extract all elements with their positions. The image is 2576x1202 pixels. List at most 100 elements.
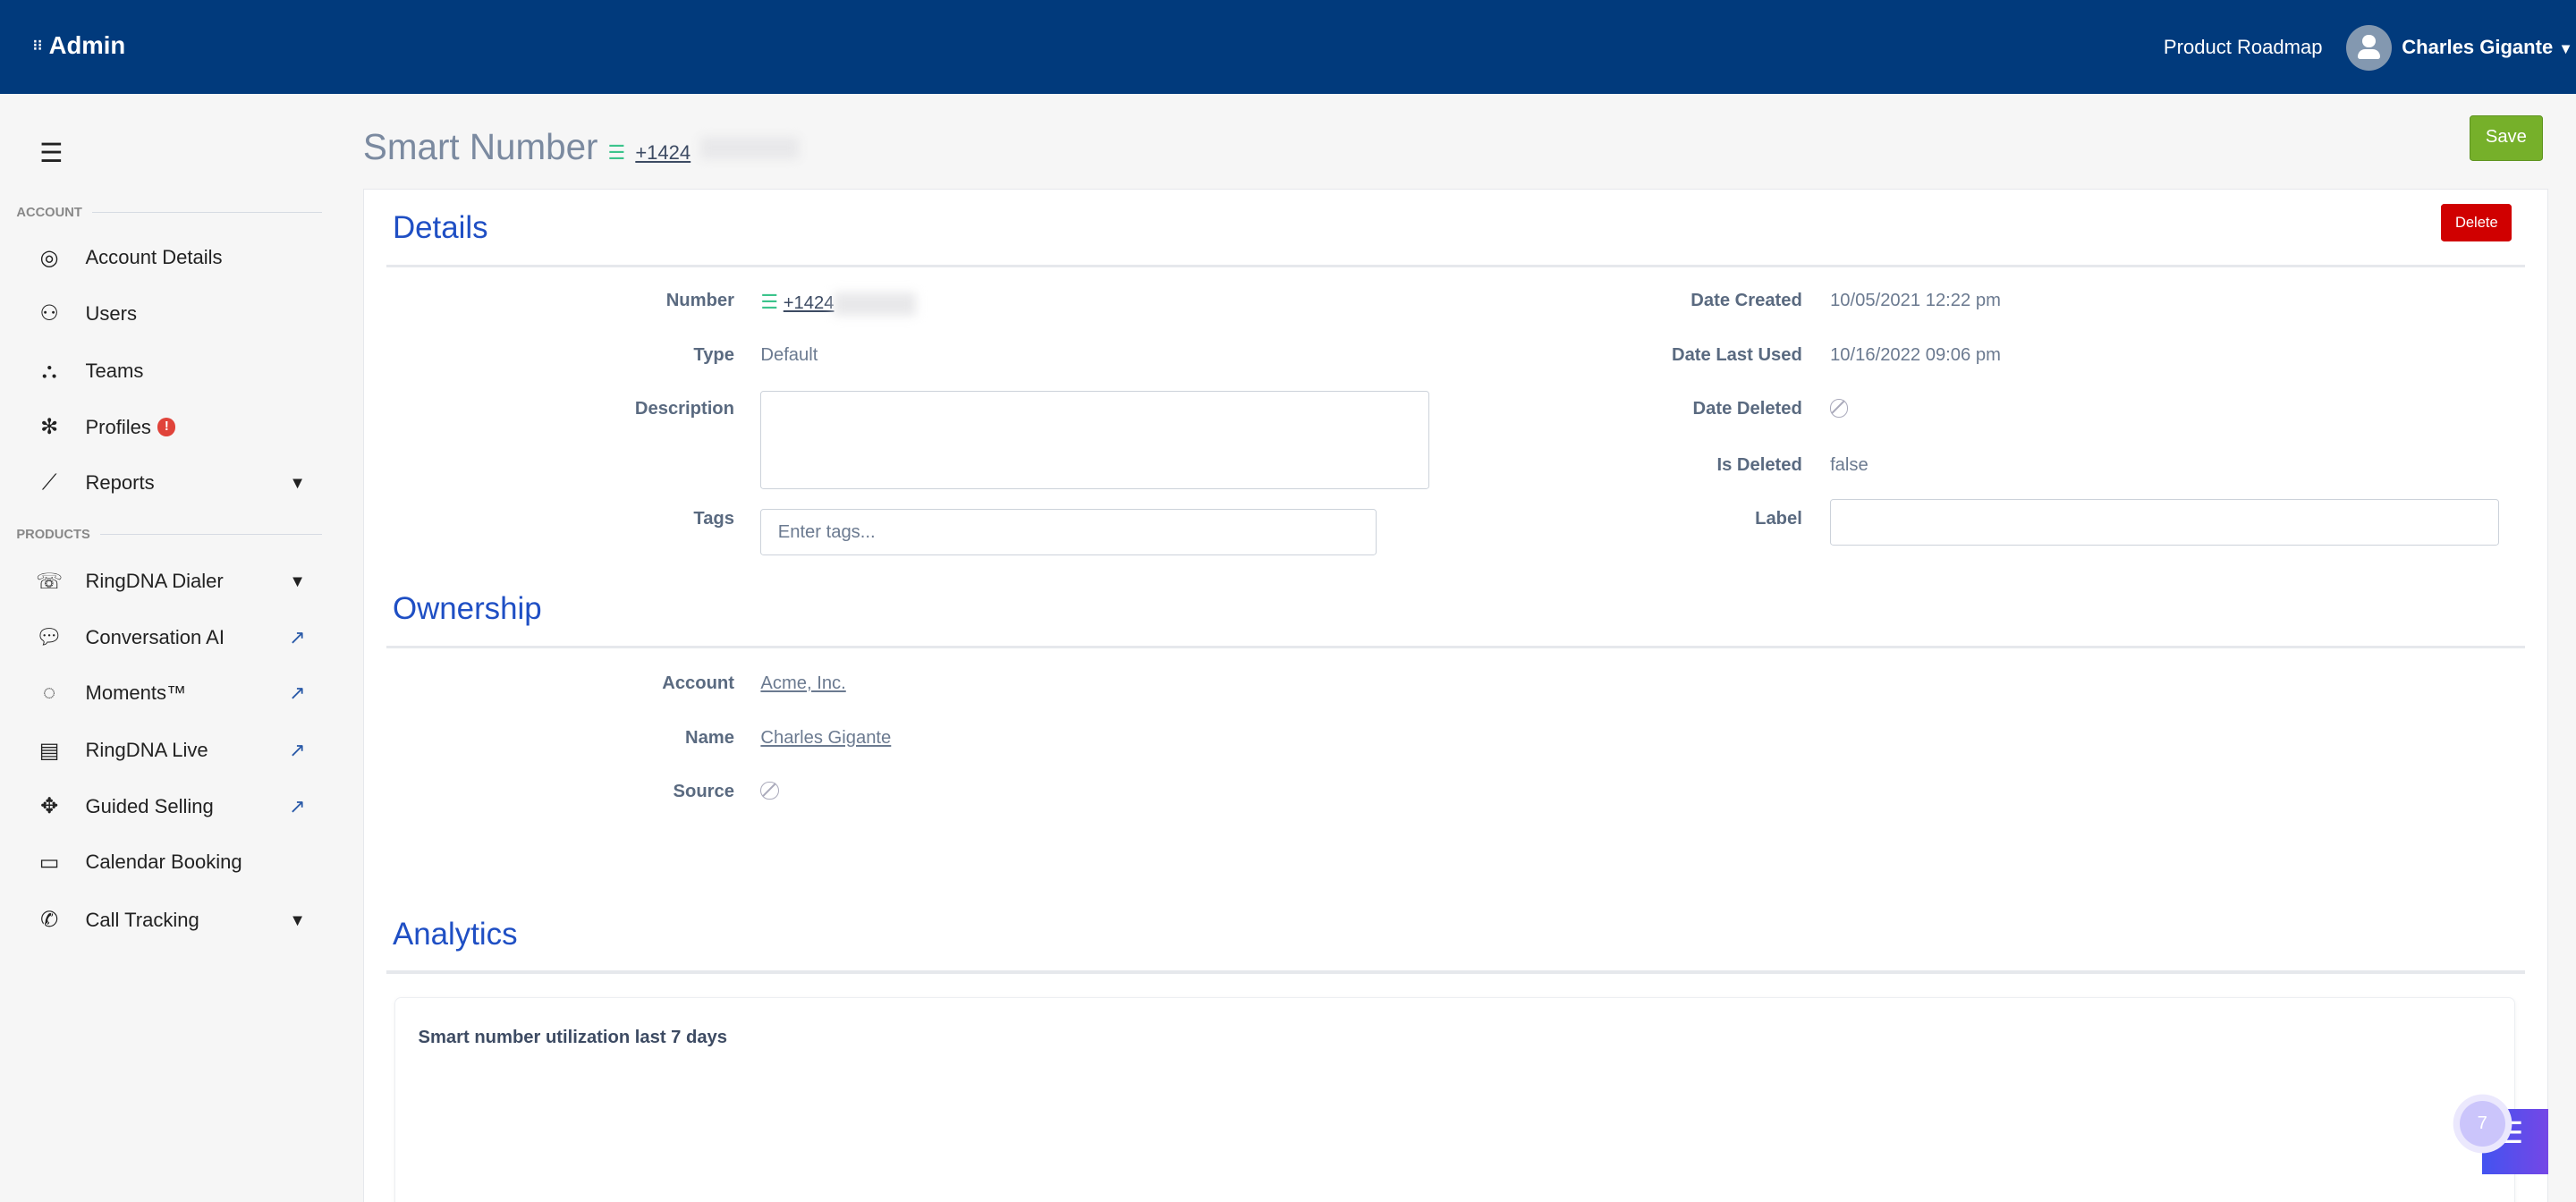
- save-button[interactable]: Save: [2469, 114, 2544, 161]
- sidebar-item-profiles[interactable]: ✻ Profiles!: [33, 407, 312, 446]
- ownership-heading: Ownership: [392, 591, 542, 627]
- alert-badge: !: [157, 418, 176, 436]
- account-label: Account: [662, 673, 734, 694]
- phone-icon: ☏: [36, 569, 63, 594]
- chart-icon: ⟋: [41, 470, 57, 495]
- date-deleted-value: [1830, 399, 1849, 422]
- sidebar-item-label: Calendar Booking: [85, 851, 242, 874]
- user-menu[interactable]: Charles Gigante ▼: [2402, 36, 2572, 59]
- sidebar-item-label: Users: [85, 301, 137, 325]
- hamburger-menu-icon[interactable]: ☰: [39, 139, 64, 169]
- divider: [386, 264, 2525, 268]
- type-label: Type: [693, 344, 734, 365]
- section-label: PRODUCTS: [16, 527, 90, 542]
- sidebar-item-ringdna-dialer[interactable]: ☏ RingDNA Dialer ▼: [33, 562, 312, 601]
- caret-down-icon: ▼: [289, 910, 306, 929]
- divider: [99, 533, 322, 536]
- redacted-digits: [834, 292, 917, 316]
- product-roadmap-link[interactable]: Product Roadmap: [2163, 36, 2323, 59]
- logo-icon: ⁝⁝: [32, 36, 43, 54]
- number-label: Number: [665, 291, 734, 311]
- owner-name-link[interactable]: Charles Gigante: [760, 727, 892, 748]
- sidebar-item-call-tracking[interactable]: ✆ Call Tracking ▼: [33, 901, 312, 940]
- sidebar-item-guided-selling[interactable]: ✥ Guided Selling ↗: [33, 787, 312, 826]
- speech-bubble-icon: 💬︎: [35, 625, 64, 650]
- divider: [386, 645, 2525, 649]
- sidebar: ☰ ACCOUNT ◎ Account Details ⚇ Users ⛬ Teams…: [0, 93, 362, 1202]
- user-name: Charles Gigante: [2402, 36, 2554, 59]
- external-link-icon[interactable]: ↗: [289, 794, 306, 817]
- date-created-value: 10/05/2021 12:22 pm: [1830, 291, 2001, 311]
- sidebar-item-label: Call Tracking: [85, 908, 199, 931]
- number-value: ☰ +1424: [760, 291, 917, 316]
- user-circle-icon: ◎: [39, 245, 59, 270]
- details-heading: Details: [392, 210, 488, 246]
- avatar[interactable]: [2345, 24, 2393, 71]
- date-last-used-label: Date Last Used: [1671, 344, 1802, 365]
- sidebar-item-conversation-ai[interactable]: 💬︎ Conversation AI ↗: [33, 618, 312, 657]
- main-card: [362, 189, 2548, 1202]
- page-title-text: Smart Number: [362, 126, 598, 168]
- sidebar-item-account-details[interactable]: ◎ Account Details: [33, 238, 312, 277]
- page-title: Smart Number ☰ +1424: [363, 126, 800, 168]
- source-label: Source: [673, 782, 734, 802]
- sidebar-item-label: Teams: [85, 360, 144, 383]
- analytics-heading: Analytics: [392, 916, 518, 952]
- label-label: Label: [1755, 509, 1802, 529]
- admin-logo[interactable]: ⁝⁝ Admin: [33, 31, 126, 60]
- live-icon: ▤: [38, 738, 60, 763]
- title-number-link[interactable]: +1424: [635, 141, 691, 165]
- not-available-icon: [760, 782, 779, 800]
- sidebar-item-label: Reports: [85, 470, 155, 494]
- utilization-chart-panel: Smart number utilization last 7 days: [394, 996, 2515, 1202]
- label-input[interactable]: [1830, 499, 2499, 546]
- not-available-icon: [1830, 399, 1849, 418]
- type-value: Default: [760, 344, 818, 365]
- sidebar-item-label: Moments™: [85, 681, 187, 705]
- external-link-icon[interactable]: ↗: [289, 681, 306, 705]
- sidebar-item-label: Guided Selling: [85, 794, 214, 817]
- sidebar-item-label: RingDNA Dialer: [85, 570, 224, 593]
- smart-number-icon: ☰: [760, 291, 779, 314]
- chart-title: Smart number utilization last 7 days: [418, 1027, 728, 1047]
- caret-down-icon: ▼: [289, 472, 306, 492]
- top-header: ⁝⁝ Admin Product Roadmap Charles Gigante …: [0, 0, 2576, 94]
- arrows-icon: ✥: [40, 794, 59, 819]
- date-created-label: Date Created: [1690, 291, 1802, 311]
- sidebar-item-moments[interactable]: ◌ Moments™ ↗: [33, 673, 312, 713]
- calendar-icon: ▭: [38, 850, 60, 875]
- sidebar-item-label: Profiles: [85, 415, 151, 438]
- name-label: Name: [685, 727, 734, 748]
- delete-button[interactable]: Delete: [2441, 203, 2512, 241]
- divider: [91, 211, 322, 214]
- caret-down-icon: ▼: [289, 571, 306, 591]
- external-link-icon[interactable]: ↗: [289, 739, 306, 762]
- description-label: Description: [634, 399, 734, 419]
- redacted-digits: [700, 136, 800, 160]
- teams-icon: ⛬: [41, 359, 57, 384]
- is-deleted-label: Is Deleted: [1716, 454, 1802, 475]
- call-tracking-icon: ✆: [40, 908, 59, 933]
- date-deleted-label: Date Deleted: [1692, 399, 1802, 419]
- section-label: ACCOUNT: [16, 205, 82, 220]
- caret-down-icon: ▼: [2558, 40, 2573, 58]
- profiles-icon: ✻: [40, 415, 59, 440]
- date-last-used-value: 10/16/2022 09:06 pm: [1830, 344, 2001, 365]
- sidebar-item-teams[interactable]: ⛬ Teams: [33, 351, 312, 391]
- account-link[interactable]: Acme, Inc.: [760, 673, 846, 694]
- divider: [386, 970, 2525, 975]
- sidebar-item-reports[interactable]: ⟋ Reports ▼: [33, 463, 312, 503]
- tags-label: Tags: [693, 509, 734, 529]
- external-link-icon[interactable]: ↗: [289, 625, 306, 648]
- tags-placeholder: Enter tags...: [777, 521, 876, 542]
- notification-count-badge[interactable]: 7: [2459, 1100, 2505, 1147]
- section-products: PRODUCTS: [16, 528, 322, 542]
- sidebar-item-calendar-booking[interactable]: ▭ Calendar Booking: [33, 842, 312, 882]
- tags-input[interactable]: Enter tags...: [760, 509, 1377, 555]
- description-textarea[interactable]: [760, 391, 1429, 490]
- sidebar-item-label: RingDNA Live: [85, 739, 208, 762]
- number-link[interactable]: +1424: [783, 293, 835, 314]
- sidebar-item-users[interactable]: ⚇ Users: [33, 294, 312, 334]
- is-deleted-value: false: [1830, 454, 1868, 475]
- sidebar-item-ringdna-live[interactable]: ▤ RingDNA Live ↗: [33, 731, 312, 770]
